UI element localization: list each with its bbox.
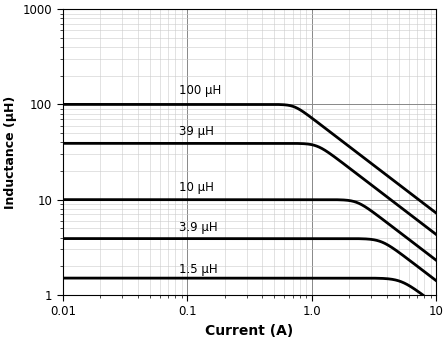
Text: 100 μH: 100 μH: [178, 84, 221, 97]
Y-axis label: Inductance (μH): Inductance (μH): [4, 95, 17, 209]
Text: 1.5 μH: 1.5 μH: [178, 263, 217, 276]
Text: 3.9 μH: 3.9 μH: [178, 221, 217, 234]
X-axis label: Current (A): Current (A): [206, 324, 294, 338]
Text: 10 μH: 10 μH: [178, 181, 213, 194]
Text: 39 μH: 39 μH: [178, 125, 213, 138]
